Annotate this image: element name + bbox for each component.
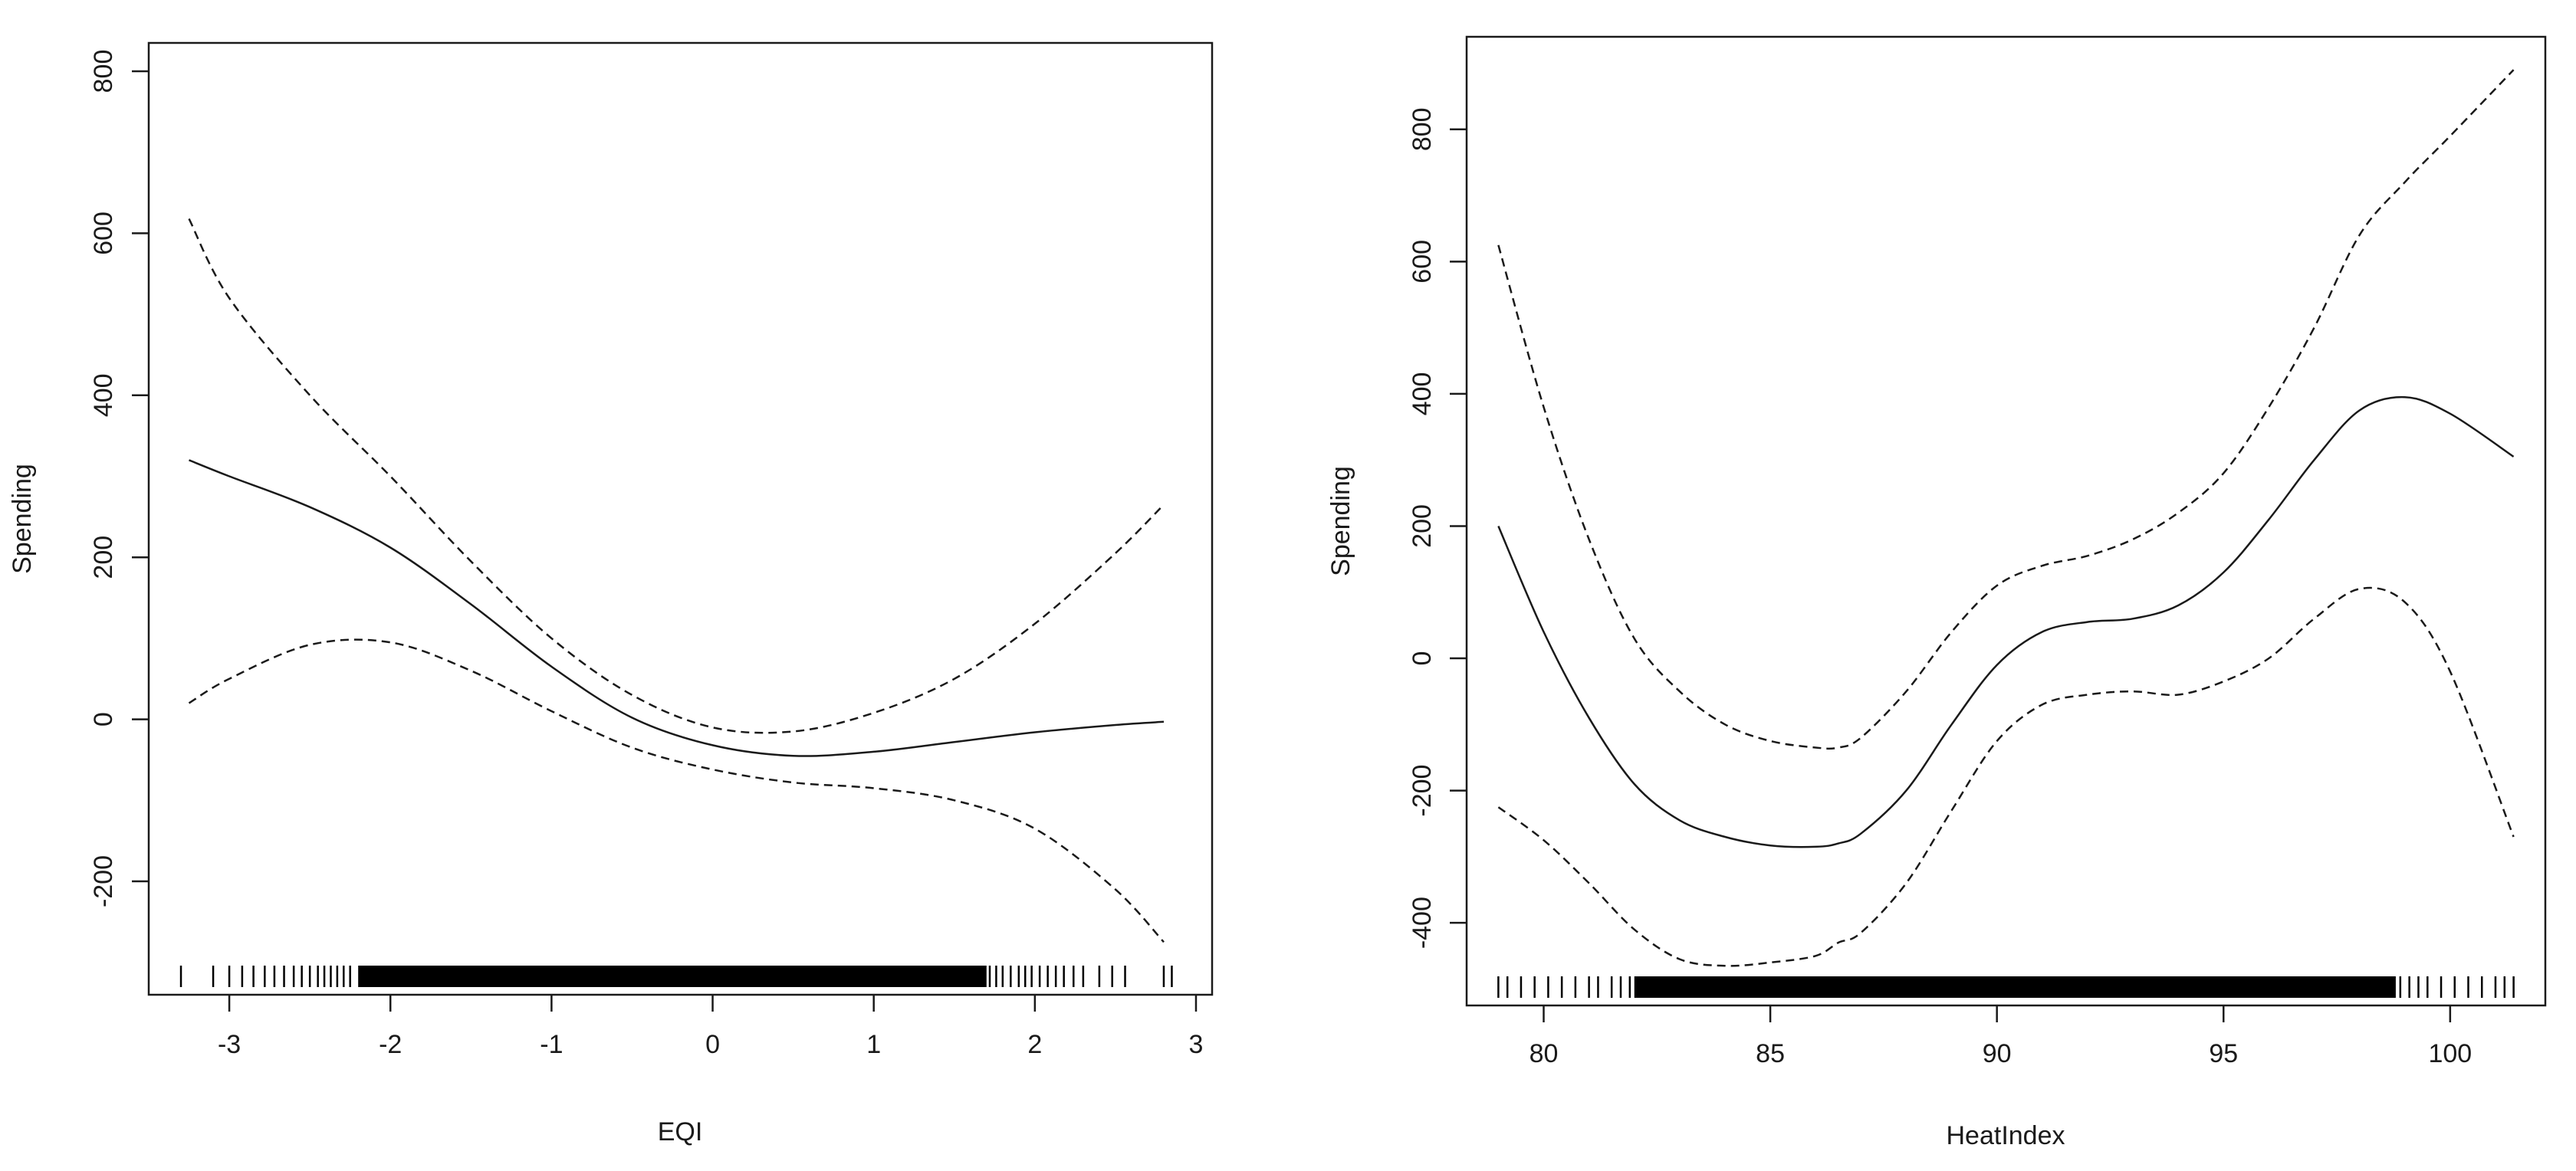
eqi-x-tick-label: -2 [379, 1030, 402, 1059]
eqi-plot-frame [147, 41, 1214, 996]
heatindex-rug-dense-block [1634, 976, 2396, 998]
eqi-x-tick-label: 3 [1189, 1030, 1204, 1059]
eqi-x-axis-title: EQI [658, 1117, 703, 1146]
heatindex-rug [1497, 976, 2515, 998]
eqi-y-tick-label: 400 [89, 373, 118, 417]
eqi-y-tick-label: 0 [89, 712, 118, 727]
eqi-x-tick-label: 2 [1027, 1030, 1042, 1059]
eqi-panel: -3 -2 -1 0 1 2 3 -200 0 200 400 600 800 EQI Spendin… [8, 41, 1214, 1146]
heatindex-confidence-band-line [1497, 69, 2515, 750]
heatindex-x-tick-label: 95 [2209, 1039, 2238, 1068]
eqi-y-tick-label: -200 [89, 855, 118, 907]
eqi-y-tick-label: 800 [89, 50, 118, 93]
heatindex-panel: 80 85 90 95 100 -400 -200 0 200 400 600 800 HeatIn… [1326, 35, 2547, 1150]
heatindex-x-tick-label: 100 [2428, 1039, 2472, 1068]
heatindex-x-tick-label: 85 [1756, 1039, 1785, 1068]
heatindex-y-tick-label: 600 [1408, 240, 1437, 284]
eqi-confidence-band-line [188, 638, 1165, 943]
heatindex-y-axis: -400 -200 0 200 400 600 800 [1408, 107, 1467, 949]
heatindex-y-tick-label: 800 [1408, 107, 1437, 151]
eqi-x-tick-label: -1 [540, 1030, 563, 1059]
eqi-fit-line [189, 459, 1165, 757]
eqi-x-axis: -3 -2 -1 0 1 2 3 [218, 995, 1203, 1059]
eqi-x-tick-label: 1 [866, 1030, 881, 1059]
heatindex-y-tick-label: -400 [1408, 897, 1437, 949]
heatindex-y-tick-label: 200 [1408, 504, 1437, 548]
heatindex-x-axis-title: HeatIndex [1947, 1121, 2065, 1150]
eqi-x-tick-label: 0 [705, 1030, 720, 1059]
eqi-rug-dense-block [358, 966, 987, 987]
heatindex-plot-frame [1465, 35, 2547, 1007]
heatindex-y-axis-title: Spending [1326, 466, 1355, 576]
heatindex-y-tick-label: 400 [1408, 372, 1437, 416]
eqi-rug [179, 966, 1173, 987]
heatindex-fit-line [1497, 395, 2515, 848]
heatindex-confidence-band-line [1497, 586, 2515, 967]
eqi-series-group [188, 218, 1165, 943]
heatindex-y-tick-label: 0 [1408, 651, 1437, 666]
heatindex-y-tick-label: -200 [1408, 765, 1437, 817]
eqi-x-tick-label: -3 [218, 1030, 241, 1059]
heatindex-x-axis: 80 85 90 95 100 [1530, 1005, 2472, 1068]
eqi-confidence-band-line [188, 218, 1165, 734]
heatindex-x-tick-label: 80 [1530, 1039, 1559, 1068]
eqi-y-axis: -200 0 200 400 600 800 [89, 50, 149, 907]
eqi-y-tick-label: 600 [89, 212, 118, 255]
heatindex-x-tick-label: 90 [1983, 1039, 2012, 1068]
eqi-y-axis-title: Spending [8, 464, 37, 574]
eqi-y-tick-label: 200 [89, 536, 118, 579]
heatindex-series-group [1497, 69, 2515, 967]
